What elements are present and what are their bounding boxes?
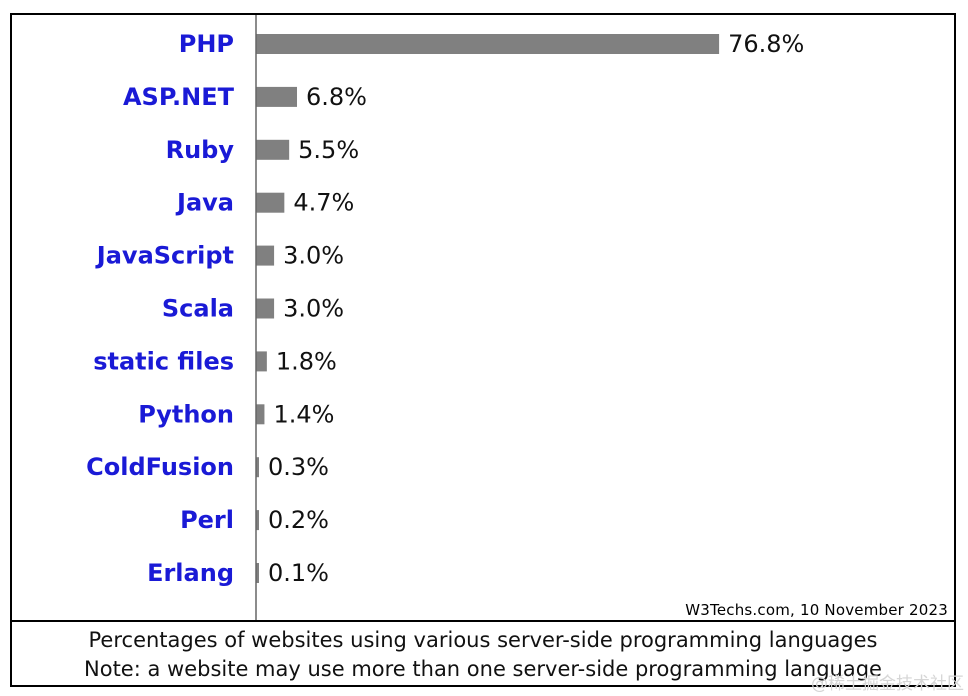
bar bbox=[256, 245, 275, 266]
chart-caption: Percentages of websites using various se… bbox=[12, 620, 954, 685]
category-label: Python bbox=[138, 400, 234, 428]
value-label: 1.4% bbox=[273, 400, 334, 428]
bar bbox=[256, 563, 259, 583]
bar bbox=[256, 351, 267, 372]
value-label: 0.2% bbox=[268, 506, 329, 534]
watermark: @稀土掘金技术社区 bbox=[811, 674, 964, 694]
category-label: PHP bbox=[179, 30, 234, 58]
bar bbox=[256, 298, 275, 319]
value-label: 0.1% bbox=[268, 559, 329, 587]
value-label: 0.3% bbox=[268, 453, 329, 481]
caption-line-1: Percentages of websites using various se… bbox=[88, 628, 878, 652]
value-label: 76.8% bbox=[728, 30, 804, 58]
category-label: Perl bbox=[180, 506, 234, 534]
value-label: 1.8% bbox=[276, 347, 337, 375]
value-label: 3.0% bbox=[283, 242, 344, 270]
category-label: JavaScript bbox=[95, 242, 234, 270]
chart-frame: PHP 76.8% ASP.NET 6.8% Ruby 5.5% Java 4.7% JavaS… bbox=[10, 13, 956, 687]
bar bbox=[256, 404, 265, 425]
source-note: W3Techs.com, 10 November 2023 bbox=[685, 601, 948, 619]
category-label: static files bbox=[93, 347, 234, 375]
bar bbox=[256, 139, 290, 160]
category-label: ASP.NET bbox=[123, 83, 235, 111]
caption-line-2: Note: a website may use more than one se… bbox=[84, 657, 882, 681]
value-label: 5.5% bbox=[298, 136, 359, 164]
category-label: Java bbox=[175, 189, 234, 217]
bar bbox=[256, 86, 298, 107]
value-label: 3.0% bbox=[283, 295, 344, 323]
bar bbox=[256, 192, 285, 213]
category-label: Erlang bbox=[147, 559, 234, 587]
bar bbox=[256, 510, 259, 531]
bar bbox=[256, 457, 259, 478]
value-label: 4.7% bbox=[293, 189, 354, 217]
category-label: Scala bbox=[162, 295, 234, 323]
value-label: 6.8% bbox=[306, 83, 367, 111]
category-label: ColdFusion bbox=[86, 453, 234, 481]
bar bbox=[256, 34, 720, 54]
category-label: Ruby bbox=[166, 136, 235, 164]
bar-chart: PHP 76.8% ASP.NET 6.8% Ruby 5.5% Java 4.7% JavaS… bbox=[86, 15, 804, 620]
